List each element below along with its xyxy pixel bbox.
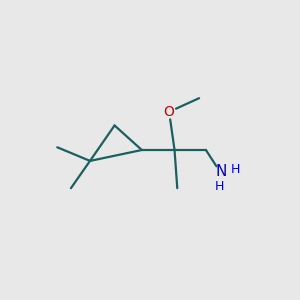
Text: N: N bbox=[215, 164, 226, 179]
Text: O: O bbox=[164, 105, 175, 119]
Text: H: H bbox=[231, 163, 241, 176]
Text: H: H bbox=[215, 180, 224, 193]
